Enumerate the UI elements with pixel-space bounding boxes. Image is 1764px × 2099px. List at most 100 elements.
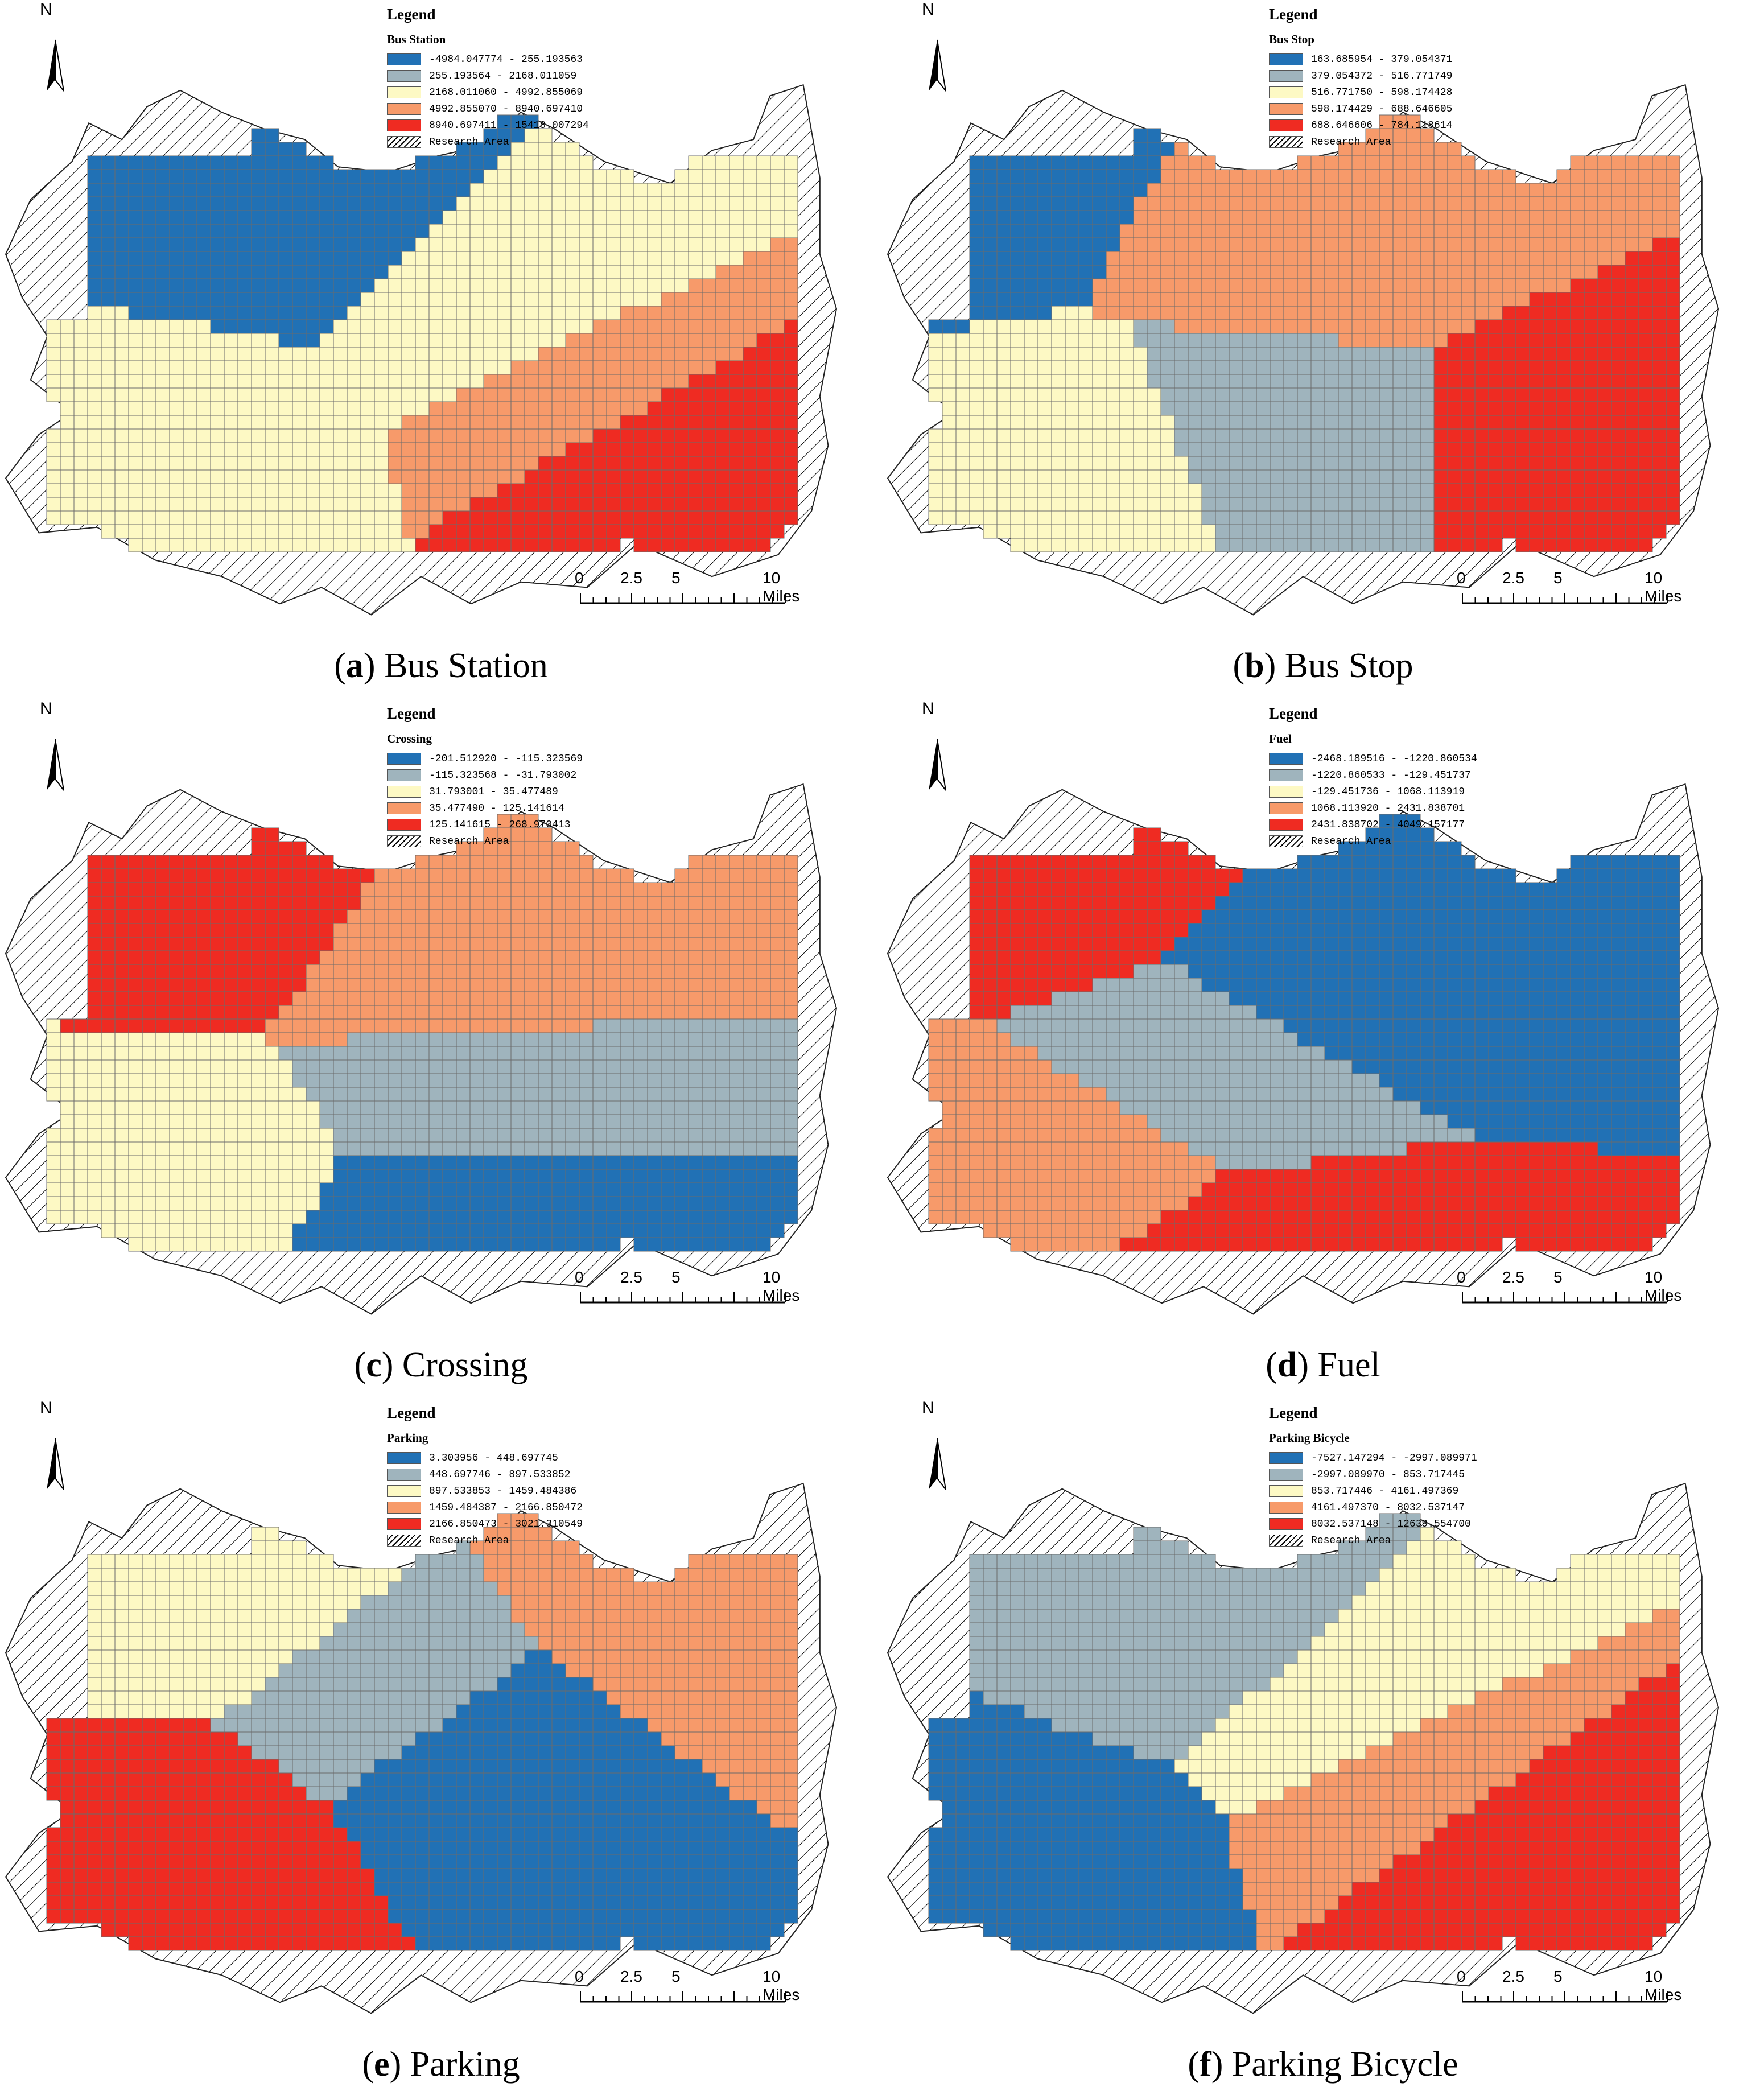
grid-cell [265,128,279,143]
grid-cell [483,1223,498,1238]
grid-cell [1406,360,1421,375]
grid-cell [1256,333,1271,348]
grid-cell [756,415,771,430]
grid-cell [306,360,320,375]
grid-cell [333,251,348,266]
grid-cell [415,265,430,279]
grid-cell [756,237,771,252]
grid-cell [114,1046,129,1061]
grid-cell [1092,387,1107,402]
grid-cell [1133,524,1148,539]
grid-cell [756,964,771,979]
grid-cell [401,1128,416,1143]
grid-cell [770,978,785,992]
grid-cell [442,401,457,416]
grid-cell [319,1046,334,1061]
grid-cell [1433,169,1448,184]
grid-cell [1037,510,1052,525]
grid-cell [1160,278,1175,293]
grid-cell [456,950,471,965]
grid-cell [1324,497,1339,512]
grid-cell [983,278,998,293]
grid-cell [1310,524,1325,539]
grid-cell [87,428,102,443]
grid-cell [360,1196,375,1211]
grid-cell [114,374,129,389]
grid-cell [1065,387,1079,402]
grid-cell [1515,278,1530,293]
grid-cell [483,292,498,307]
grid-cell [1543,306,1557,320]
grid-cell [1065,278,1079,293]
grid-cell [306,1087,320,1102]
grid-cell [524,923,539,938]
grid-cell [1297,224,1312,238]
grid-cell [688,923,703,938]
grid-cell [388,510,402,525]
grid-cell [360,1128,375,1143]
grid-cell [729,387,744,402]
grid-cell [401,251,416,266]
grid-cell [142,1223,156,1238]
grid-cell [169,991,184,1006]
grid-cell [265,524,279,539]
grid-cell [101,237,116,252]
grid-cell [647,1073,662,1088]
north-label: N [40,699,52,718]
grid-cell [756,401,771,416]
grid-cell [101,1141,116,1156]
grid-cell [306,538,320,552]
grid-cell [265,210,279,225]
grid-cell [647,1114,662,1129]
grid-cell [1638,183,1653,197]
legend-label: 8940.697411 - 15418.007294 [429,119,589,131]
grid-cell [128,1155,143,1170]
grid-cell [1092,169,1107,184]
grid-cell [401,1059,416,1074]
grid-cell [620,428,634,443]
grid-cell [60,401,75,416]
grid-cell [715,319,730,334]
grid-cell [1270,909,1284,924]
grid-cell [469,937,484,951]
grid-cell [306,1169,320,1183]
grid-cell [1078,169,1093,184]
grid-cell [928,456,943,471]
grid-cell [729,1032,744,1047]
grid-cell [265,909,279,924]
grid-cell [620,442,634,457]
grid-cell [688,333,703,348]
grid-cell [743,1141,757,1156]
grid-cell [996,524,1011,539]
grid-cell [770,1046,785,1061]
grid-cell [469,896,484,910]
grid-cell [633,319,648,334]
grid-cell [606,251,621,266]
grid-cell [169,882,184,897]
grid-cell [1392,401,1407,416]
grid-cell [1201,524,1216,539]
grid-cell [1174,497,1189,512]
grid-cell [442,1087,457,1102]
grid-cell [155,1128,170,1143]
grid-cell [1502,292,1516,307]
grid-cell [333,292,348,307]
grid-cell [702,923,716,938]
grid-cell [1502,483,1516,498]
grid-cell [784,469,798,484]
grid-cell [483,923,498,938]
grid-cell [579,978,594,992]
grid-cell [702,1059,716,1074]
grid-cell [483,855,498,869]
grid-cell [401,469,416,484]
grid-cell [551,360,566,375]
grid-cell [1556,210,1571,225]
grid-cell [1392,183,1407,197]
grid-cell [1584,210,1598,225]
grid-cell [1188,169,1202,184]
grid-cell [388,415,402,430]
grid-cell [551,882,566,897]
grid-cell [401,456,416,471]
grid-cell [969,510,984,525]
grid-cell [128,278,143,293]
